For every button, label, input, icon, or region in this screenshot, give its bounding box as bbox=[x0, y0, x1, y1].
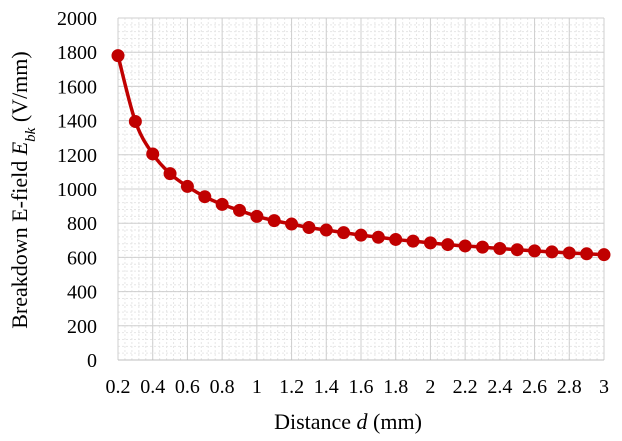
y-tick-label: 600 bbox=[67, 247, 97, 269]
y-tick-label: 400 bbox=[67, 282, 97, 304]
y-tick-labels: 0 200 400 600 800 1000 1200 1400 1600 1800 2000 bbox=[57, 8, 97, 372]
y-axis-title-prefix: Breakdown E-field bbox=[7, 155, 32, 329]
x-tick-label: 2.8 bbox=[557, 376, 582, 398]
x-tick-label: 1.6 bbox=[349, 376, 374, 398]
data-point bbox=[510, 243, 524, 257]
data-point bbox=[337, 226, 351, 240]
x-tick-label: 0.2 bbox=[106, 376, 131, 398]
data-point bbox=[562, 246, 576, 260]
data-point bbox=[528, 244, 542, 258]
x-tick-labels: 0.2 0.4 0.6 0.8 1 1.2 1.4 1.6 1.8 2 2.2 2.4 2.6 2.8 3 bbox=[106, 376, 610, 398]
data-point bbox=[580, 247, 594, 261]
x-tick-label: 3 bbox=[599, 376, 609, 398]
data-point bbox=[215, 197, 229, 211]
x-tick-label: 1.8 bbox=[383, 376, 408, 398]
data-point bbox=[267, 214, 281, 228]
x-axis-title-variable: d bbox=[357, 409, 369, 434]
data-point bbox=[302, 220, 316, 234]
x-tick-label: 1.2 bbox=[279, 376, 304, 398]
y-axis-title-suffix: (V/mm) bbox=[7, 51, 32, 127]
y-tick-label: 2000 bbox=[57, 8, 97, 30]
x-tick-label: 2.4 bbox=[487, 376, 512, 398]
y-axis-title-subscript: bk bbox=[23, 127, 39, 142]
y-tick-label: 1400 bbox=[57, 111, 97, 133]
data-point bbox=[406, 234, 420, 248]
y-tick-label: 1200 bbox=[57, 145, 97, 167]
data-point bbox=[441, 238, 455, 252]
x-tick-label: 0.4 bbox=[140, 376, 165, 398]
data-point bbox=[111, 49, 125, 63]
x-tick-label: 2 bbox=[425, 376, 435, 398]
data-point bbox=[128, 114, 142, 128]
y-tick-label: 800 bbox=[67, 213, 97, 235]
x-tick-label: 0.8 bbox=[210, 376, 235, 398]
data-point bbox=[233, 203, 246, 217]
series-layer bbox=[111, 49, 611, 262]
y-tick-label: 1000 bbox=[57, 179, 97, 201]
major-grid bbox=[117, 17, 605, 361]
data-point bbox=[146, 147, 160, 161]
data-point bbox=[180, 179, 194, 193]
data-point bbox=[458, 239, 472, 253]
data-point bbox=[198, 190, 212, 204]
data-point bbox=[250, 209, 264, 223]
data-point bbox=[354, 228, 368, 242]
y-tick-label: 0 bbox=[87, 350, 97, 372]
x-tick-label: 2.2 bbox=[453, 376, 478, 398]
data-point bbox=[476, 240, 489, 254]
data-point bbox=[389, 232, 403, 246]
data-point bbox=[163, 167, 177, 181]
x-axis-title-prefix: Distance bbox=[274, 409, 356, 434]
x-tick-label: 1.4 bbox=[314, 376, 339, 398]
y-axis-title-variable: E bbox=[7, 141, 32, 156]
x-axis-title-suffix: (mm) bbox=[368, 409, 422, 434]
data-point bbox=[597, 248, 611, 262]
x-axis-title: Distance d (mm) bbox=[274, 409, 422, 434]
data-point bbox=[285, 217, 299, 231]
data-point bbox=[371, 230, 385, 244]
x-tick-label: 0.6 bbox=[175, 376, 200, 398]
y-tick-label: 1600 bbox=[57, 76, 97, 98]
data-point bbox=[493, 242, 507, 256]
x-tick-label: 2.6 bbox=[522, 376, 547, 398]
data-point bbox=[423, 236, 437, 250]
data-point bbox=[319, 223, 333, 237]
data-point bbox=[545, 245, 559, 259]
y-tick-label: 200 bbox=[67, 316, 97, 338]
y-axis-title: Breakdown E-field Ebk (V/mm) bbox=[7, 51, 39, 329]
y-tick-label: 1800 bbox=[57, 42, 97, 64]
x-tick-label: 1 bbox=[252, 376, 262, 398]
